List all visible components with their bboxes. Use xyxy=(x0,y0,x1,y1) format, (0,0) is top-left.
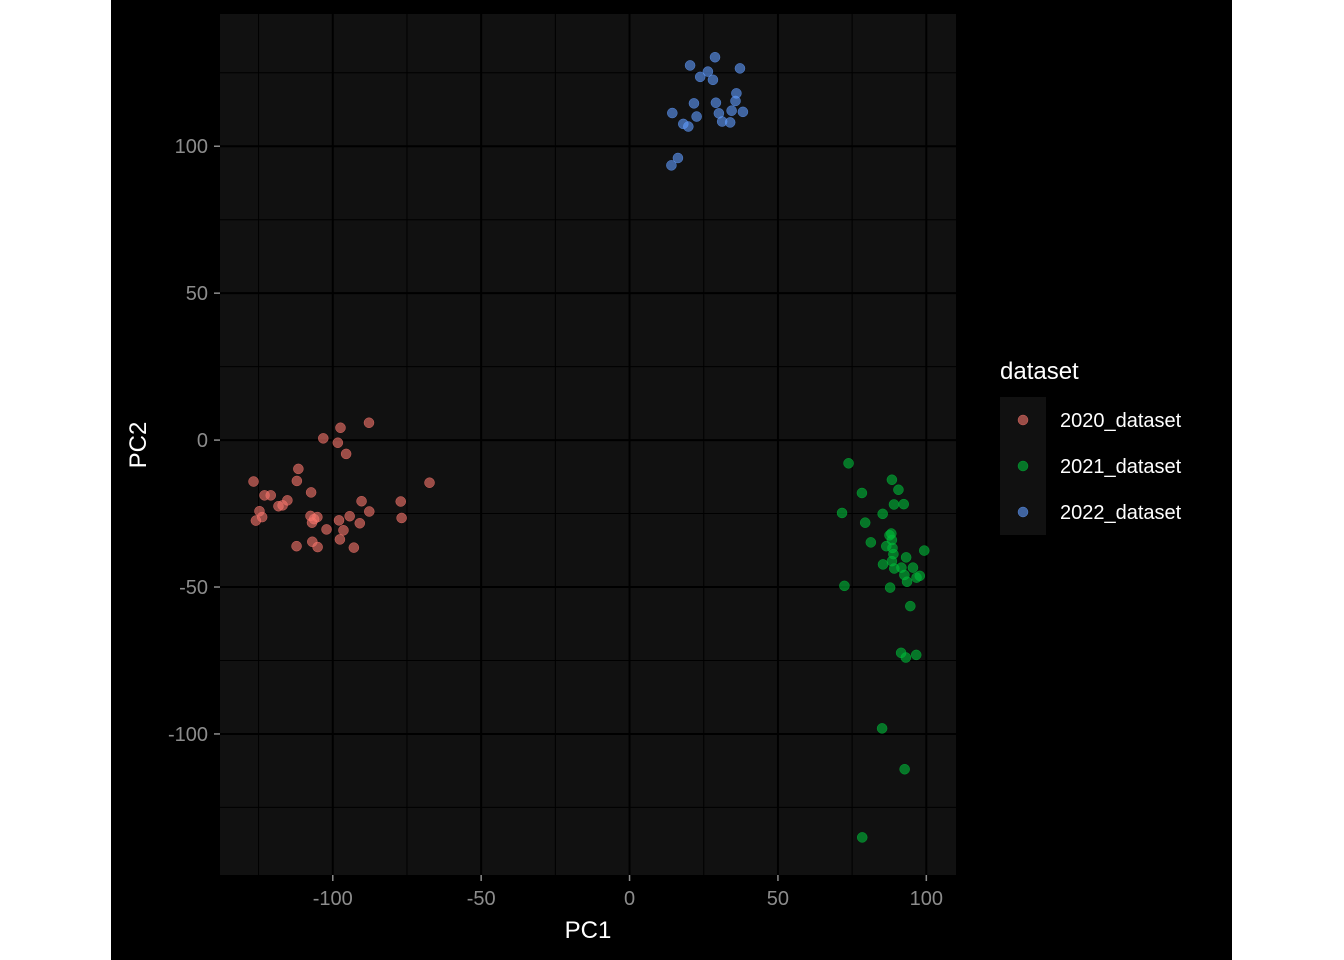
data-point-2020_dataset xyxy=(335,422,346,434)
data-point-2020_dataset xyxy=(318,433,329,444)
x-axis: -100 -50 0 50 100 xyxy=(313,875,943,910)
data-point-2020_dataset xyxy=(293,463,304,475)
data-point-2020_dataset xyxy=(291,475,303,487)
y-tick-label: 50 xyxy=(186,283,208,305)
x-tick-label: -50 xyxy=(467,888,496,910)
data-point-2022_dataset xyxy=(684,60,696,71)
data-point-2021_dataset xyxy=(905,600,916,612)
legend-title: dataset xyxy=(1000,358,1079,385)
data-point-2021_dataset xyxy=(898,498,910,510)
data-point-2020_dataset xyxy=(395,496,406,507)
data-point-2021_dataset xyxy=(884,582,896,593)
data-point-2020_dataset xyxy=(312,511,323,523)
data-point-2022_dataset xyxy=(694,71,706,83)
legend-items: 2020_dataset 2021_dataset 2022_dataset xyxy=(1017,410,1182,524)
data-point-2020_dataset xyxy=(424,477,435,488)
grid-minor xyxy=(220,14,956,875)
legend: dataset 2020_dataset 2021_dataset 2022_dat… xyxy=(1000,358,1182,535)
legend-key-2020_dataset xyxy=(1017,414,1029,426)
data-point-2022_dataset xyxy=(691,111,702,122)
data-point-2021_dataset xyxy=(859,517,871,528)
legend-label-2022_dataset: 2022_dataset xyxy=(1060,502,1182,524)
data-point-2021_dataset xyxy=(856,832,868,843)
legend-label-2020_dataset: 2020_dataset xyxy=(1060,410,1182,432)
y-tick-label: -100 xyxy=(168,724,208,746)
data-point-2020_dataset xyxy=(321,524,332,535)
data-points xyxy=(248,51,930,843)
data-point-2020_dataset xyxy=(265,490,276,501)
data-point-2021_dataset xyxy=(918,545,930,556)
data-point-2022_dataset xyxy=(667,107,678,119)
x-tick-label: 100 xyxy=(910,888,943,910)
data-point-2020_dataset xyxy=(396,512,407,524)
y-axis-title: PC2 xyxy=(125,422,152,469)
data-point-2022_dataset xyxy=(709,51,721,63)
data-point-2020_dataset xyxy=(305,487,317,498)
data-point-2020_dataset xyxy=(256,511,268,523)
data-point-2021_dataset xyxy=(877,559,889,570)
data-point-2020_dataset xyxy=(364,506,375,517)
plot-canvas: -100 -50 0 50 100 -100 -50 0 50 100 PC1 PC2 data… xyxy=(111,0,1232,960)
data-point-2020_dataset xyxy=(356,495,367,507)
data-point-2022_dataset xyxy=(707,74,719,86)
data-point-2021_dataset xyxy=(865,537,877,548)
data-point-2021_dataset xyxy=(836,507,848,519)
y-axis: -100 -50 0 50 100 xyxy=(168,136,220,746)
data-point-2022_dataset xyxy=(683,121,694,132)
data-point-2020_dataset xyxy=(334,534,346,545)
grid-major xyxy=(220,14,956,875)
x-tick-label: 50 xyxy=(767,888,789,910)
data-point-2021_dataset xyxy=(914,570,926,582)
data-point-2022_dataset xyxy=(726,105,737,116)
x-axis-title: PC1 xyxy=(565,917,612,944)
data-point-2020_dataset xyxy=(282,495,293,506)
data-point-2021_dataset xyxy=(886,474,898,486)
legend-key-2022_dataset xyxy=(1017,506,1029,518)
data-point-2022_dataset xyxy=(737,106,749,118)
data-point-2021_dataset xyxy=(907,562,919,573)
data-point-2021_dataset xyxy=(900,552,912,563)
data-point-2022_dataset xyxy=(702,66,714,77)
x-tick-label: -100 xyxy=(313,888,353,910)
y-tick-label: -50 xyxy=(179,577,208,599)
data-point-2021_dataset xyxy=(893,484,904,496)
data-point-2020_dataset xyxy=(344,510,355,522)
data-point-2021_dataset xyxy=(877,508,888,520)
data-point-2021_dataset xyxy=(899,763,910,775)
data-point-2022_dataset xyxy=(710,97,722,108)
data-point-2022_dataset xyxy=(672,152,684,164)
data-point-2022_dataset xyxy=(734,63,746,74)
data-point-2020_dataset xyxy=(333,515,345,526)
data-point-2022_dataset xyxy=(666,160,677,171)
x-tick-label: 0 xyxy=(624,888,635,910)
data-point-2020_dataset xyxy=(354,518,366,529)
data-point-2021_dataset xyxy=(843,458,854,469)
y-tick-label: 0 xyxy=(197,430,208,452)
data-point-2020_dataset xyxy=(348,542,360,553)
pca-scatter-chart: -100 -50 0 50 100 -100 -50 0 50 100 PC1 PC2 data… xyxy=(125,14,1182,944)
data-point-2021_dataset xyxy=(900,652,912,663)
data-point-2021_dataset xyxy=(839,580,850,592)
legend-label-2021_dataset: 2021_dataset xyxy=(1060,456,1182,478)
data-point-2020_dataset xyxy=(291,540,302,552)
data-point-2022_dataset xyxy=(724,117,736,128)
y-tick-label: 100 xyxy=(175,136,208,158)
data-point-2020_dataset xyxy=(363,417,375,429)
data-point-2022_dataset xyxy=(731,88,742,99)
data-point-2020_dataset xyxy=(340,448,352,460)
data-point-2021_dataset xyxy=(910,649,922,661)
legend-key-2021_dataset xyxy=(1017,460,1029,472)
data-point-2021_dataset xyxy=(901,576,913,587)
plot-panel xyxy=(220,14,956,875)
data-point-2021_dataset xyxy=(888,499,900,510)
data-point-2021_dataset xyxy=(856,487,868,499)
data-point-2020_dataset xyxy=(332,437,344,448)
data-point-2020_dataset xyxy=(338,525,349,536)
data-point-2022_dataset xyxy=(688,98,700,109)
data-point-2020_dataset xyxy=(312,541,323,553)
data-point-2021_dataset xyxy=(876,723,888,734)
data-point-2020_dataset xyxy=(248,476,259,487)
